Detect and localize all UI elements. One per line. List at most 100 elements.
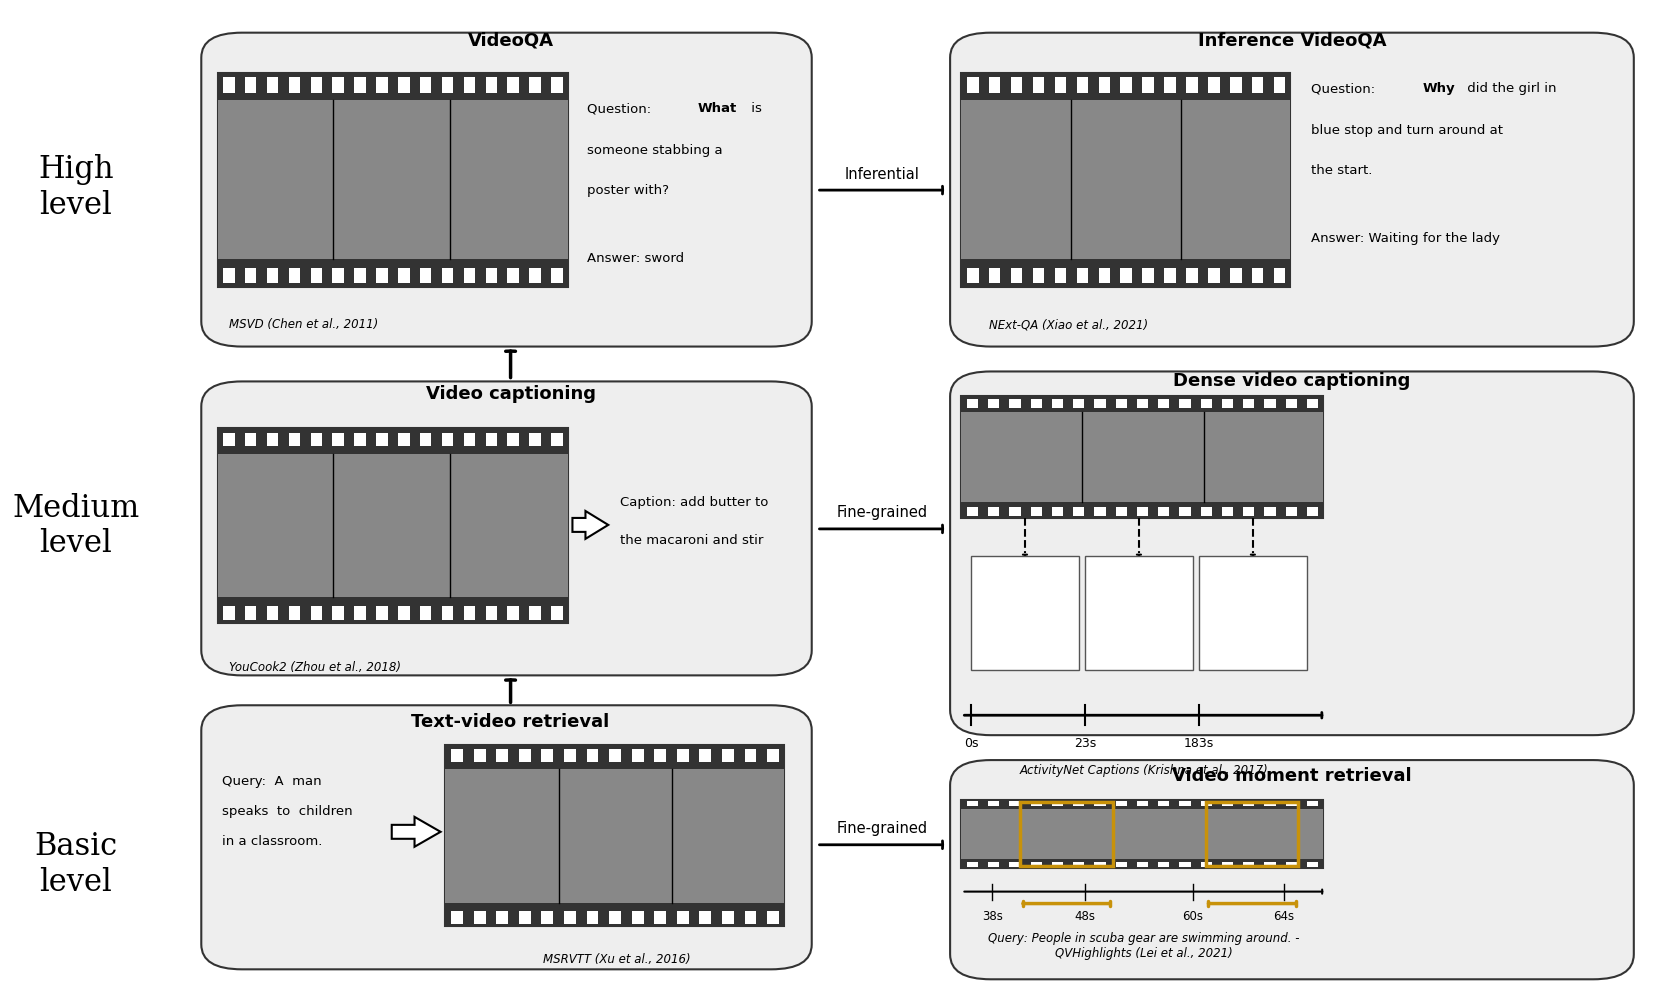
- FancyBboxPatch shape: [1010, 802, 1020, 807]
- FancyBboxPatch shape: [950, 33, 1634, 347]
- Text: ActivityNet Captions (Krishna et al., 2017): ActivityNet Captions (Krishna et al., 20…: [1020, 764, 1269, 777]
- Text: Inferential: Inferential: [844, 166, 919, 181]
- Text: someone stabbing a: someone stabbing a: [586, 144, 723, 157]
- FancyBboxPatch shape: [723, 911, 734, 924]
- Text: Question:: Question:: [1312, 82, 1380, 95]
- FancyBboxPatch shape: [420, 605, 432, 619]
- FancyBboxPatch shape: [332, 605, 344, 619]
- FancyBboxPatch shape: [1051, 802, 1063, 807]
- FancyBboxPatch shape: [972, 556, 1078, 670]
- FancyBboxPatch shape: [289, 77, 301, 92]
- Text: did the girl in: did the girl in: [1463, 82, 1556, 95]
- FancyBboxPatch shape: [1286, 862, 1297, 867]
- FancyBboxPatch shape: [744, 911, 756, 924]
- FancyBboxPatch shape: [445, 769, 784, 903]
- Text: Dense video captioning: Dense video captioning: [1173, 373, 1410, 391]
- FancyBboxPatch shape: [950, 372, 1634, 735]
- FancyBboxPatch shape: [610, 911, 621, 924]
- FancyBboxPatch shape: [332, 433, 344, 447]
- FancyBboxPatch shape: [399, 269, 410, 284]
- FancyBboxPatch shape: [1136, 862, 1148, 867]
- Text: 183s: 183s: [1184, 736, 1214, 749]
- FancyBboxPatch shape: [420, 269, 432, 284]
- Text: in a classroom.: in a classroom.: [223, 836, 322, 849]
- Text: the start.: the start.: [1312, 164, 1374, 177]
- FancyBboxPatch shape: [1030, 802, 1041, 807]
- FancyBboxPatch shape: [1252, 77, 1264, 92]
- FancyBboxPatch shape: [473, 911, 485, 924]
- Text: Text-video retrieval: Text-video retrieval: [412, 713, 610, 731]
- FancyBboxPatch shape: [332, 77, 344, 92]
- FancyBboxPatch shape: [354, 269, 365, 284]
- FancyBboxPatch shape: [375, 77, 387, 92]
- FancyBboxPatch shape: [1201, 802, 1213, 807]
- Polygon shape: [392, 817, 440, 847]
- FancyBboxPatch shape: [967, 802, 978, 807]
- FancyBboxPatch shape: [1116, 507, 1126, 516]
- FancyBboxPatch shape: [485, 433, 497, 447]
- FancyBboxPatch shape: [1208, 269, 1219, 284]
- FancyBboxPatch shape: [354, 77, 365, 92]
- FancyBboxPatch shape: [565, 911, 576, 924]
- FancyBboxPatch shape: [610, 749, 621, 763]
- FancyBboxPatch shape: [699, 911, 711, 924]
- FancyBboxPatch shape: [1030, 507, 1041, 516]
- FancyBboxPatch shape: [1095, 399, 1106, 408]
- FancyBboxPatch shape: [1242, 399, 1254, 408]
- FancyBboxPatch shape: [507, 269, 518, 284]
- FancyBboxPatch shape: [1033, 77, 1045, 92]
- FancyBboxPatch shape: [201, 705, 812, 969]
- FancyBboxPatch shape: [267, 433, 279, 447]
- FancyBboxPatch shape: [218, 100, 568, 259]
- FancyBboxPatch shape: [1222, 399, 1232, 408]
- FancyBboxPatch shape: [463, 433, 475, 447]
- FancyBboxPatch shape: [289, 433, 301, 447]
- FancyBboxPatch shape: [551, 605, 563, 619]
- FancyBboxPatch shape: [1030, 862, 1041, 867]
- FancyBboxPatch shape: [244, 269, 256, 284]
- FancyBboxPatch shape: [654, 911, 666, 924]
- FancyBboxPatch shape: [631, 749, 643, 763]
- FancyBboxPatch shape: [1286, 802, 1297, 807]
- FancyBboxPatch shape: [473, 749, 485, 763]
- FancyBboxPatch shape: [1179, 399, 1191, 408]
- FancyBboxPatch shape: [420, 433, 432, 447]
- Text: the macaroni and stir: the macaroni and stir: [620, 534, 762, 547]
- FancyBboxPatch shape: [1164, 77, 1176, 92]
- FancyBboxPatch shape: [1252, 269, 1264, 284]
- FancyBboxPatch shape: [1201, 399, 1213, 408]
- FancyBboxPatch shape: [201, 33, 812, 347]
- FancyBboxPatch shape: [332, 269, 344, 284]
- FancyBboxPatch shape: [1274, 77, 1286, 92]
- FancyBboxPatch shape: [1136, 802, 1148, 807]
- FancyBboxPatch shape: [375, 605, 387, 619]
- FancyBboxPatch shape: [962, 100, 1291, 259]
- FancyBboxPatch shape: [1242, 802, 1254, 807]
- FancyBboxPatch shape: [463, 77, 475, 92]
- FancyBboxPatch shape: [541, 911, 553, 924]
- FancyBboxPatch shape: [530, 605, 541, 619]
- FancyBboxPatch shape: [375, 433, 387, 447]
- FancyBboxPatch shape: [399, 605, 410, 619]
- FancyBboxPatch shape: [541, 749, 553, 763]
- FancyBboxPatch shape: [988, 862, 1000, 867]
- Text: Answer: Waiting for the lady: Answer: Waiting for the lady: [1312, 231, 1500, 244]
- FancyBboxPatch shape: [1242, 507, 1254, 516]
- FancyBboxPatch shape: [962, 412, 1322, 502]
- FancyBboxPatch shape: [1179, 507, 1191, 516]
- FancyBboxPatch shape: [485, 269, 497, 284]
- FancyBboxPatch shape: [1085, 556, 1193, 670]
- FancyBboxPatch shape: [988, 269, 1000, 284]
- Text: VideoQA: VideoQA: [468, 32, 553, 50]
- FancyBboxPatch shape: [289, 605, 301, 619]
- FancyBboxPatch shape: [1121, 269, 1131, 284]
- FancyBboxPatch shape: [988, 802, 1000, 807]
- FancyBboxPatch shape: [375, 269, 387, 284]
- FancyBboxPatch shape: [1136, 507, 1148, 516]
- FancyBboxPatch shape: [631, 911, 643, 924]
- FancyBboxPatch shape: [1073, 862, 1085, 867]
- FancyBboxPatch shape: [1073, 507, 1085, 516]
- FancyBboxPatch shape: [1307, 507, 1319, 516]
- FancyBboxPatch shape: [1116, 862, 1126, 867]
- FancyBboxPatch shape: [223, 77, 234, 92]
